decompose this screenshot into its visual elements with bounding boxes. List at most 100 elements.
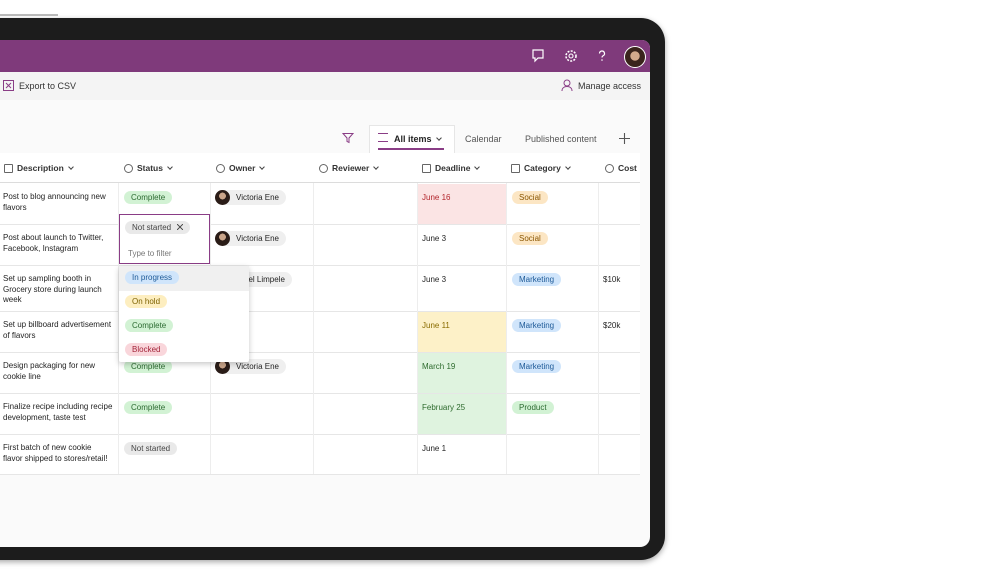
filter-input[interactable]: Type to filter (128, 249, 172, 258)
deadline-highlight (418, 394, 506, 434)
column-line (598, 183, 599, 474)
column-line (313, 183, 314, 474)
description[interactable]: Post about launch to Twitter, Facebook, … (3, 233, 104, 253)
column-header[interactable]: Status (137, 163, 173, 173)
view-tab[interactable]: Published content (525, 134, 597, 144)
tab-underline (378, 148, 444, 150)
status-chip[interactable]: Not started (124, 442, 178, 455)
column-icon (605, 164, 614, 173)
column-header[interactable]: Category (524, 163, 571, 173)
remove-icon[interactable] (177, 224, 184, 230)
owner-name: Victoria Ene (236, 193, 279, 202)
deadline-highlight (418, 353, 506, 393)
chevron (67, 164, 74, 170)
deadline[interactable]: June 1 (422, 444, 447, 453)
view-tab[interactable]: Calendar (465, 134, 502, 144)
add-view[interactable] (618, 132, 631, 145)
chevron (474, 164, 481, 170)
avatar (215, 190, 230, 205)
owner-name: Victoria Ene (236, 234, 279, 243)
description[interactable]: Set up billboard advertisement of flavor… (3, 320, 112, 340)
excel-icon (3, 80, 14, 91)
cost: $10k (603, 275, 621, 284)
column-icon (319, 164, 328, 173)
column-header[interactable]: Reviewer (332, 163, 380, 173)
filter-icon[interactable] (342, 132, 354, 144)
column-header[interactable]: Description (17, 163, 74, 173)
avatar (215, 359, 230, 374)
list-table: Description Status Owner Reviewer Deadline Ca… (0, 153, 640, 475)
column-line (417, 183, 418, 474)
status-options: In progress On hold Complete Blocked (119, 266, 249, 362)
status-option[interactable]: Blocked (125, 343, 168, 356)
selected-status[interactable]: Not started (125, 221, 191, 234)
feedback-icon[interactable] (530, 48, 546, 64)
selected-text: Not started (132, 223, 172, 232)
chevron (435, 135, 442, 141)
command-bar: Export to CSV Manage access (0, 72, 650, 101)
category-chip[interactable]: Marketing (512, 273, 562, 286)
column-icon (216, 164, 225, 173)
owner-name: Victoria Ene (236, 362, 279, 371)
column-icon (4, 164, 13, 173)
manage-access-button[interactable]: Manage access (578, 81, 642, 91)
description[interactable]: Design packaging for new cookie line (3, 361, 96, 381)
header-line (0, 182, 640, 183)
description[interactable]: Finalize recipe including recipe develop… (3, 402, 113, 422)
profile-avatar[interactable] (624, 46, 646, 68)
frame-edge (0, 14, 58, 16)
status-option[interactable]: On hold (125, 295, 168, 308)
status-option[interactable]: In progress (125, 271, 180, 284)
cost: $20k (603, 321, 621, 330)
column-header[interactable]: Owner (229, 163, 266, 173)
row-line (0, 311, 640, 312)
category-chip[interactable]: Product (512, 401, 554, 414)
status-editor[interactable]: Not started Type to filter (119, 214, 210, 264)
chevron (373, 164, 380, 170)
export-button[interactable]: Export to CSV (19, 81, 77, 91)
settings-icon[interactable] (563, 48, 579, 64)
app-screen: Export to CSV Manage access All items Cal… (0, 40, 650, 547)
category-chip[interactable]: Social (512, 191, 548, 204)
column-icon (422, 164, 431, 173)
status-chip[interactable]: Complete (124, 401, 173, 414)
owner[interactable]: Victoria Ene (215, 231, 286, 246)
category-chip[interactable]: Marketing (512, 360, 562, 373)
column-icon (124, 164, 133, 173)
deadline[interactable]: June 11 (422, 321, 450, 330)
help-icon[interactable] (594, 48, 610, 64)
category-chip[interactable]: Social (512, 232, 548, 245)
column-header[interactable]: Cost (618, 163, 637, 173)
category-chip[interactable]: Marketing (512, 319, 562, 332)
list-icon (378, 133, 388, 142)
chevron (259, 164, 266, 170)
row-line (0, 352, 640, 353)
deadline-highlight (418, 312, 506, 352)
app-header (0, 40, 650, 72)
status-chip[interactable]: Complete (124, 360, 173, 373)
column-line (118, 183, 119, 474)
deadline[interactable]: June 3 (422, 275, 447, 284)
owner[interactable]: Victoria Ene (215, 359, 286, 374)
description[interactable]: First batch of new cookie flavor shipped… (3, 443, 108, 463)
description[interactable]: Set up sampling booth in Grocery store d… (3, 274, 102, 304)
person-icon (561, 79, 573, 92)
status-option[interactable]: Complete (125, 319, 174, 332)
deadline[interactable]: June 3 (422, 234, 447, 243)
row-line (0, 434, 640, 435)
status-chip[interactable]: Complete (124, 191, 173, 204)
description[interactable]: Post to blog announcing new flavors (3, 192, 106, 212)
column-header[interactable]: Deadline (435, 163, 481, 173)
view-bar: All items Calendar Published content (0, 100, 650, 154)
chevron (565, 164, 571, 170)
owner-name: uel Limpele (244, 275, 285, 284)
column-line (506, 183, 507, 474)
deadline[interactable]: June 16 (422, 193, 451, 202)
row-line (0, 393, 640, 394)
chevron (167, 164, 173, 170)
view-tab[interactable]: All items (394, 134, 442, 144)
deadline[interactable]: March 19 (422, 362, 456, 371)
deadline[interactable]: February 25 (422, 403, 466, 412)
owner[interactable]: Victoria Ene (215, 190, 286, 205)
